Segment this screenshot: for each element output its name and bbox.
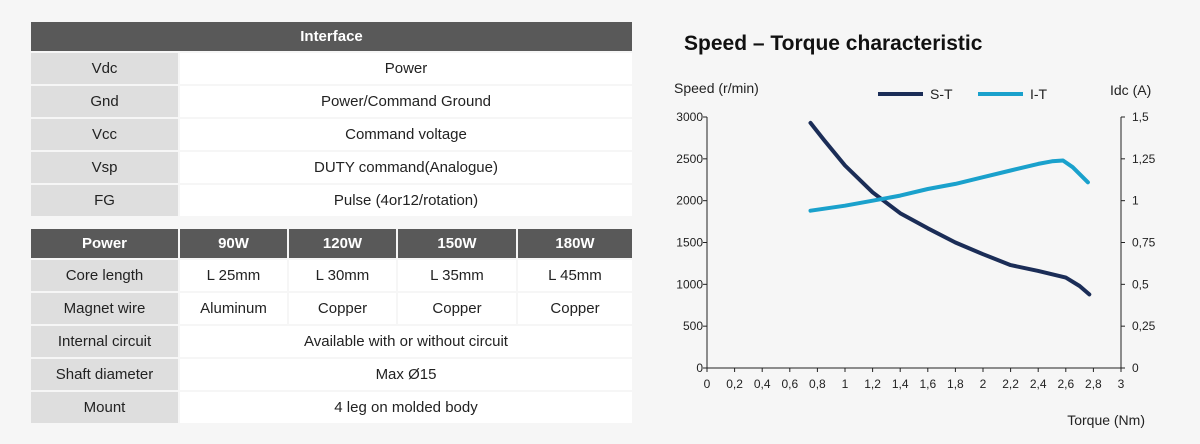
row-label: Internal circuit bbox=[31, 326, 178, 357]
table-cell: Copper bbox=[398, 293, 516, 324]
x-tick-label: 0,8 bbox=[809, 377, 826, 391]
y2-tick-label: 0,5 bbox=[1132, 277, 1149, 291]
table-row: Vsp DUTY command(Analogue) bbox=[31, 152, 632, 183]
row-value: Pulse (4or12/rotation) bbox=[180, 185, 632, 216]
row-value: Power/Command Ground bbox=[180, 86, 632, 117]
table-cell: L 30mm bbox=[289, 260, 396, 291]
x-tick-label: 1,4 bbox=[892, 377, 909, 391]
y-tick-label: 0 bbox=[696, 361, 703, 375]
x-tick-label: 2,2 bbox=[1002, 377, 1019, 391]
x-tick-label: 2 bbox=[980, 377, 987, 391]
row-label: Vsp bbox=[31, 152, 178, 183]
merged-cell: Available with or without circuit bbox=[180, 326, 632, 357]
merged-cell: Max Ø15 bbox=[180, 359, 632, 390]
x-tick-label: 1,8 bbox=[947, 377, 964, 391]
table-cell: L 35mm bbox=[398, 260, 516, 291]
x-tick-label: 0,4 bbox=[754, 377, 771, 391]
x-axis-label: Torque (Nm) bbox=[1067, 412, 1145, 428]
y2-tick-label: 1,25 bbox=[1132, 152, 1156, 166]
y-tick-label: 1000 bbox=[676, 277, 703, 291]
x-tick-label: 0,2 bbox=[726, 377, 743, 391]
row-value: DUTY command(Analogue) bbox=[180, 152, 632, 183]
table-row: FG Pulse (4or12/rotation) bbox=[31, 185, 632, 216]
y2-tick-label: 0,25 bbox=[1132, 319, 1156, 333]
x-tick-label: 1,2 bbox=[864, 377, 881, 391]
table-row: Vcc Command voltage bbox=[31, 119, 632, 150]
row-value: Power bbox=[180, 53, 632, 84]
y2-tick-label: 0 bbox=[1132, 361, 1139, 375]
x-tick-label: 1 bbox=[842, 377, 849, 391]
x-tick-label: 1,6 bbox=[919, 377, 936, 391]
table-cell: L 25mm bbox=[180, 260, 287, 291]
y-tick-label: 2500 bbox=[676, 152, 703, 166]
table-row: Internal circuit Available with or witho… bbox=[31, 326, 632, 357]
table-row: Mount 4 leg on molded body bbox=[31, 392, 632, 423]
table-row: Gnd Power/Command Ground bbox=[31, 86, 632, 117]
power-header: Power bbox=[31, 229, 178, 258]
x-tick-label: 2,6 bbox=[1057, 377, 1074, 391]
table-cell: Copper bbox=[518, 293, 632, 324]
interface-table: Interface Vdc Power Gnd Power/Command Gr… bbox=[29, 20, 634, 218]
legend-label-i-t: I-T bbox=[1030, 86, 1048, 102]
table-cell: Copper bbox=[289, 293, 396, 324]
row-label: Vcc bbox=[31, 119, 178, 150]
y2-tick-label: 1,5 bbox=[1132, 110, 1149, 124]
table-cell: Aluminum bbox=[180, 293, 287, 324]
x-tick-label: 0,6 bbox=[781, 377, 798, 391]
x-tick-label: 3 bbox=[1118, 377, 1125, 391]
power-table: Power 90W 120W 150W 180W Core length L 2… bbox=[29, 227, 634, 425]
y2-tick-label: 1 bbox=[1132, 194, 1139, 208]
y2-tick-label: 0,75 bbox=[1132, 236, 1156, 250]
series-line-s-t bbox=[808, 120, 1092, 297]
row-label: Magnet wire bbox=[31, 293, 178, 324]
y-tick-label: 500 bbox=[683, 319, 703, 333]
y-axis-label: Speed (r/min) bbox=[674, 80, 759, 96]
y2-axis-label: Idc (A) bbox=[1110, 82, 1151, 98]
row-label: Core length bbox=[31, 260, 178, 291]
y-tick-label: 1500 bbox=[676, 236, 703, 250]
row-label: Vdc bbox=[31, 53, 178, 84]
row-label: FG bbox=[31, 185, 178, 216]
series-line-i-t bbox=[808, 158, 1090, 213]
table-row: Shaft diameter Max Ø15 bbox=[31, 359, 632, 390]
table-cell: L 45mm bbox=[518, 260, 632, 291]
row-value: Command voltage bbox=[180, 119, 632, 150]
y-tick-label: 3000 bbox=[676, 110, 703, 124]
chart-title: Speed – Torque characteristic bbox=[684, 32, 983, 55]
row-label: Mount bbox=[31, 392, 178, 423]
column-header-150w: 150W bbox=[398, 229, 516, 258]
table-row: Core length L 25mm L 30mm L 35mm L 45mm bbox=[31, 260, 632, 291]
row-label: Gnd bbox=[31, 86, 178, 117]
column-header-90w: 90W bbox=[180, 229, 287, 258]
x-tick-label: 0 bbox=[704, 377, 711, 391]
interface-title: Interface bbox=[31, 22, 632, 51]
legend-label-s-t: S-T bbox=[930, 86, 953, 102]
table-row: Magnet wire Aluminum Copper Copper Coppe… bbox=[31, 293, 632, 324]
x-tick-label: 2,4 bbox=[1030, 377, 1047, 391]
merged-cell: 4 leg on molded body bbox=[180, 392, 632, 423]
x-tick-label: 2,8 bbox=[1085, 377, 1102, 391]
column-header-180w: 180W bbox=[518, 229, 632, 258]
column-header-120w: 120W bbox=[289, 229, 396, 258]
y-tick-label: 2000 bbox=[676, 194, 703, 208]
row-label: Shaft diameter bbox=[31, 359, 178, 390]
table-row: Vdc Power bbox=[31, 53, 632, 84]
